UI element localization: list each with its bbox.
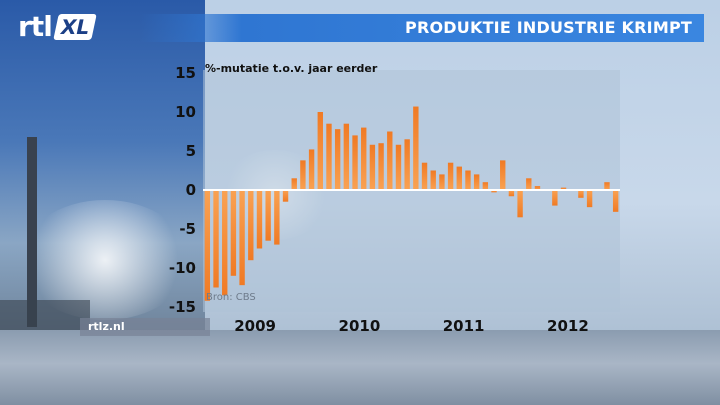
bar	[552, 190, 558, 206]
y-tick-label: 5	[186, 142, 196, 160]
bar	[578, 190, 584, 198]
title-bar: PRODUKTIE INDUSTRIE KRIMPT	[140, 14, 704, 42]
bar	[508, 190, 515, 197]
bar	[291, 178, 297, 190]
bar	[274, 190, 280, 245]
rtl-xl-logo: rtl XL	[18, 10, 97, 44]
bar	[256, 190, 263, 249]
bar	[413, 106, 419, 190]
bar	[282, 190, 289, 202]
bar	[300, 160, 306, 190]
bar	[491, 190, 497, 193]
bar	[395, 144, 402, 190]
y-tick-label: -15	[169, 298, 196, 316]
y-tick-label: -10	[169, 259, 196, 277]
bar	[517, 190, 523, 218]
chimney	[0, 300, 90, 330]
x-tick-label: 2009	[234, 317, 276, 335]
bar	[204, 190, 211, 301]
background-bottom-panel	[0, 330, 720, 405]
bar	[560, 187, 567, 190]
bar	[334, 129, 341, 190]
y-tick-label: 15	[175, 64, 196, 82]
bar	[456, 166, 462, 190]
y-tick-label: 0	[186, 181, 196, 199]
bar	[465, 170, 471, 190]
bar	[343, 123, 350, 190]
bar	[447, 162, 454, 190]
bar	[430, 170, 436, 190]
bar	[439, 174, 445, 190]
bar	[326, 123, 332, 190]
y-axis-label: %-mutatie t.o.v. jaar eerder	[205, 62, 378, 75]
bar	[308, 149, 315, 190]
x-tick-label: 2010	[339, 317, 381, 335]
y-tick-label: 10	[175, 103, 196, 121]
bar	[248, 190, 254, 261]
bar	[604, 182, 610, 190]
source-label: Bron: CBS	[206, 292, 256, 303]
bar	[317, 112, 323, 190]
logo-rtl-text: rtl	[18, 10, 53, 43]
bar	[612, 190, 619, 212]
bar	[534, 186, 541, 190]
bar	[265, 190, 271, 241]
bar	[404, 139, 410, 190]
site-url: rtlz.nl	[88, 320, 125, 333]
chimney	[27, 137, 37, 327]
bar	[586, 190, 593, 208]
bar	[473, 174, 480, 190]
site-bar	[80, 318, 210, 336]
bar	[369, 144, 376, 190]
bar	[387, 131, 393, 190]
x-tick-label: 2012	[547, 317, 589, 335]
bar	[213, 190, 219, 288]
bar	[482, 182, 489, 190]
bar	[500, 160, 506, 190]
bar	[239, 190, 245, 286]
y-tick-label: -5	[179, 220, 196, 238]
bar	[526, 178, 532, 190]
chart-title: PRODUKTIE INDUSTRIE KRIMPT	[405, 18, 692, 37]
bar	[222, 190, 228, 296]
bar	[230, 190, 237, 276]
bar	[352, 135, 358, 190]
bar	[361, 127, 367, 190]
bar	[421, 162, 428, 190]
x-tick-label: 2011	[443, 317, 485, 335]
bar	[378, 143, 384, 190]
